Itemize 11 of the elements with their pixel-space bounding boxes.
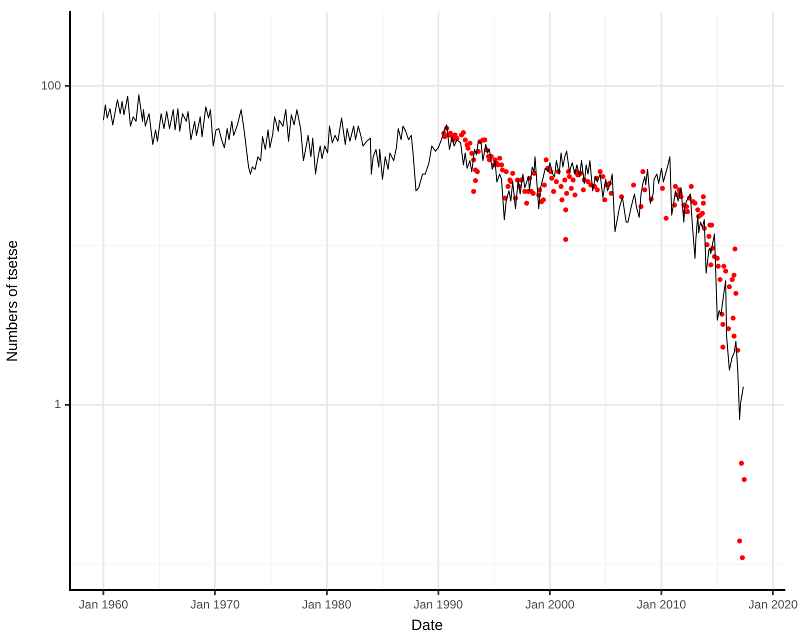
y-tick-label: 1 xyxy=(54,397,62,412)
x-tick-label: Jan 2020 xyxy=(748,598,798,612)
x-tick-label: Jan 1980 xyxy=(302,598,352,612)
x-tick-label: Jan 1970 xyxy=(190,598,240,612)
x-tick-label: Jan 1990 xyxy=(414,598,464,612)
x-tick-label: Jan 1960 xyxy=(78,598,128,612)
x-tick-label: Jan 2000 xyxy=(525,598,575,612)
x-tick-label: Jan 2010 xyxy=(636,598,686,612)
x-axis-title: Date xyxy=(411,617,443,634)
y-tick-label: 100 xyxy=(40,78,62,92)
y-axis-title: Numbers of tsetse xyxy=(4,240,22,362)
